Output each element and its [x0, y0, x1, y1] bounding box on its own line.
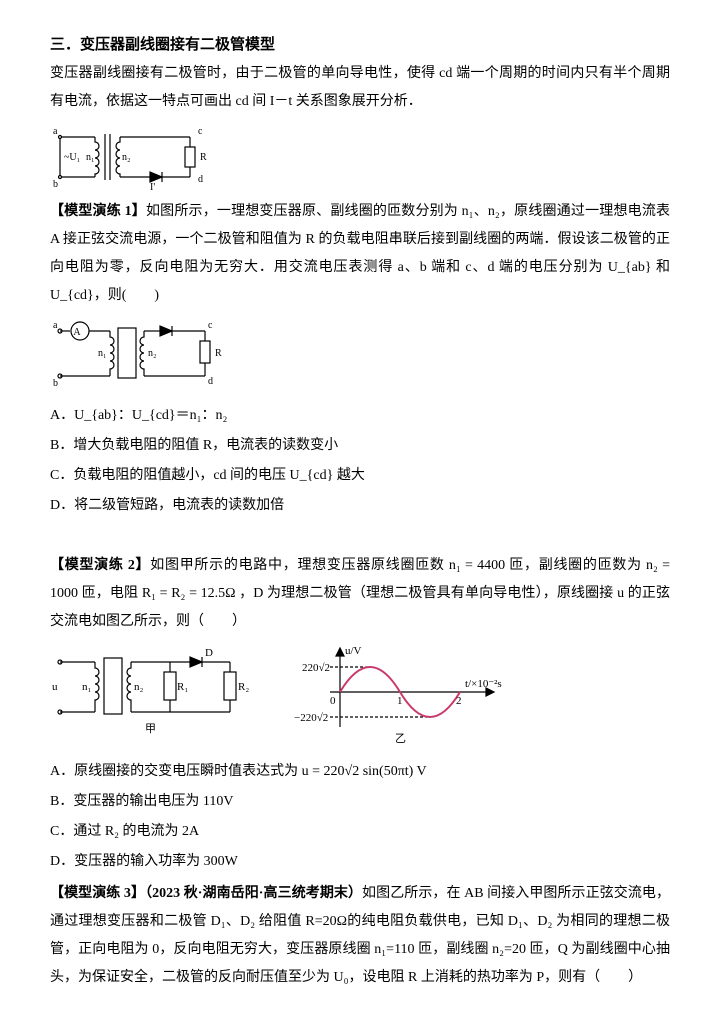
- svg-text:R: R: [215, 348, 222, 359]
- option-b: B．变压器的输出电压为 110V: [50, 788, 670, 816]
- svg-text:n₁: n₁: [86, 152, 95, 163]
- problem-2: 【模型演练 2】如图甲所示的电路中，理想变压器原线圈匝数 n₁ = 4400 匝…: [50, 552, 670, 636]
- svg-text:u/V: u/V: [345, 645, 362, 657]
- figure-problem-2: u n₁ n₂ R₁ R₂ D 甲 u/V 220√2 −220√2 0 1 2…: [50, 642, 670, 752]
- svg-text:n₁: n₁: [82, 681, 92, 693]
- option-c: C．通过 R₂ 的电流为 2A: [50, 818, 670, 846]
- svg-text:−220√2: −220√2: [294, 712, 328, 724]
- svg-text:a: a: [53, 320, 58, 331]
- svg-text:A: A: [73, 327, 81, 338]
- option-a: A．U_{ab}：U_{cd}＝n₁：n₂: [50, 402, 670, 430]
- svg-text:甲: 甲: [145, 723, 156, 735]
- figure-intro-circuit: a b ~U₁ n₁ n₂ c d R I': [50, 122, 670, 192]
- problem-1-options: A．U_{ab}：U_{cd}＝n₁：n₂ B．增大负载电阻的阻值 R，电流表的…: [50, 402, 670, 520]
- problem-3: 【模型演练 3】（2023 秋·湖南岳阳·高三统考期末）如图乙所示，在 AB 间…: [50, 880, 670, 992]
- svg-text:n₁: n₁: [98, 348, 107, 359]
- problem-2-heading: 【模型演练 2】: [50, 558, 150, 573]
- svg-text:~U₁: ~U₁: [64, 152, 80, 163]
- option-b: B．增大负载电阻的阻值 R，电流表的读数变小: [50, 432, 670, 460]
- problem-2-options: A．原线圈接的交变电压瞬时值表达式为 u = 220√2 sin(50πt) V…: [50, 758, 670, 876]
- svg-text:t/×10⁻²s: t/×10⁻²s: [465, 678, 502, 690]
- svg-text:R: R: [200, 152, 207, 163]
- svg-text:D: D: [205, 647, 213, 659]
- figure-problem-1: A a b n₁ n₂ c d R: [50, 316, 670, 396]
- section-title: 三．变压器副线圈接有二极管模型: [50, 30, 670, 60]
- problem-1-heading: 【模型演练 1】: [50, 204, 146, 219]
- svg-text:220√2: 220√2: [302, 662, 330, 674]
- svg-text:2: 2: [456, 695, 462, 707]
- svg-text:R₁: R₁: [177, 681, 188, 693]
- svg-text:b: b: [53, 179, 58, 190]
- svg-text:n₂: n₂: [134, 681, 144, 693]
- svg-text:1: 1: [397, 695, 403, 707]
- svg-text:c: c: [198, 126, 203, 137]
- section-intro: 变压器副线圈接有二极管时，由于二极管的单向导电性，使得 cd 端一个周期的时间内…: [50, 60, 670, 116]
- svg-text:n₂: n₂: [148, 348, 157, 359]
- svg-text:u: u: [52, 681, 58, 693]
- svg-text:d: d: [198, 174, 203, 185]
- svg-text:0: 0: [330, 695, 336, 707]
- option-a: A．原线圈接的交变电压瞬时值表达式为 u = 220√2 sin(50πt) V: [50, 758, 670, 786]
- svg-text:c: c: [208, 320, 213, 331]
- option-c: C．负载电阻的阻值越小，cd 间的电压 U_{cd} 越大: [50, 462, 670, 490]
- problem-1: 【模型演练 1】如图所示，一理想变压器原、副线圈的匝数分别为 n₁、n₂，原线圈…: [50, 198, 670, 310]
- svg-text:b: b: [53, 378, 58, 389]
- option-d: D．变压器的输入功率为 300W: [50, 848, 670, 876]
- option-d: D．将二级管短路，电流表的读数加倍: [50, 492, 670, 520]
- svg-text:a: a: [53, 126, 58, 137]
- problem-3-heading: 【模型演练 3】（2023 秋·湖南岳阳·高三统考期末）: [50, 886, 362, 901]
- svg-text:n₂: n₂: [122, 152, 131, 163]
- svg-text:d: d: [208, 376, 213, 387]
- svg-text:R₂: R₂: [238, 681, 249, 693]
- svg-text:乙: 乙: [395, 732, 406, 745]
- svg-text:I': I': [150, 182, 155, 192]
